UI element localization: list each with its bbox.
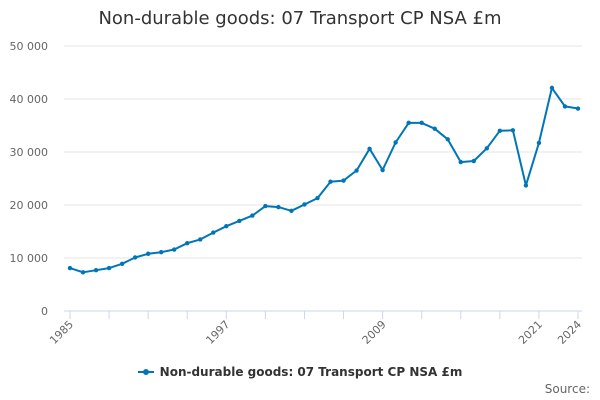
grid-lines [64, 45, 582, 259]
data-point[interactable] [119, 261, 125, 267]
x-tick-label: 2024 [555, 318, 584, 347]
data-point[interactable] [536, 140, 542, 146]
data-point[interactable] [276, 204, 281, 210]
data-point[interactable] [198, 237, 203, 242]
data-point[interactable] [315, 195, 320, 201]
data-point[interactable] [471, 158, 476, 164]
chart-title: Non-durable goods: 07 Transport CP NSA £… [98, 8, 502, 29]
series-line [69, 86, 579, 274]
legend-line-marker-icon [137, 367, 154, 377]
data-point[interactable] [67, 265, 73, 271]
data-point[interactable] [432, 126, 437, 131]
legend[interactable]: Non-durable goods: 07 Transport CP NSA £… [0, 365, 600, 380]
y-tick-label: 50 000 [10, 40, 49, 53]
x-tick-label: 2021 [516, 318, 545, 347]
data-point[interactable] [419, 120, 424, 126]
data-point[interactable] [158, 249, 164, 255]
data-point[interactable] [458, 159, 463, 165]
y-tick-label: 40 000 [10, 93, 49, 106]
data-point[interactable] [80, 270, 86, 275]
data-point[interactable] [484, 146, 490, 151]
data-point[interactable] [328, 179, 333, 184]
data-point[interactable] [263, 203, 268, 209]
data-point[interactable] [367, 146, 372, 152]
data-point[interactable] [497, 128, 503, 133]
data-point[interactable] [93, 267, 99, 273]
data-point[interactable] [250, 213, 255, 218]
data-point[interactable] [211, 230, 216, 235]
data-point[interactable] [523, 183, 529, 188]
legend-label: Non-durable goods: 07 Transport CP NSA £… [159, 365, 463, 379]
data-point[interactable] [224, 224, 229, 229]
x-axis: 1985 1997 2009 2021 2024 [47, 310, 584, 347]
data-point[interactable] [185, 240, 190, 246]
y-axis: 0 10 000 20 000 30 000 40 000 50 000 [10, 40, 49, 318]
data-point[interactable] [354, 168, 359, 173]
data-point[interactable] [341, 178, 346, 183]
y-tick-label: 30 000 [10, 146, 49, 159]
data-point[interactable] [302, 202, 307, 207]
data-point[interactable] [510, 128, 516, 133]
y-tick-label: 0 [41, 305, 48, 318]
source-credit[interactable]: Source: [544, 382, 590, 396]
data-point[interactable] [237, 218, 242, 224]
data-point[interactable] [575, 106, 581, 111]
data-point[interactable] [172, 247, 177, 252]
data-point[interactable] [380, 167, 385, 173]
data-point[interactable] [549, 85, 555, 91]
data-point[interactable] [106, 265, 112, 271]
data-point[interactable] [132, 255, 138, 260]
series-group [67, 85, 581, 275]
x-tick-label: 1985 [47, 318, 76, 347]
data-point[interactable] [562, 104, 568, 109]
data-point[interactable] [406, 120, 411, 126]
x-tick-label: 1997 [203, 318, 232, 347]
data-point[interactable] [289, 208, 294, 214]
data-point[interactable] [145, 251, 151, 256]
y-tick-label: 10 000 [10, 252, 49, 265]
data-point[interactable] [393, 140, 398, 145]
y-tick-label: 20 000 [10, 199, 49, 212]
x-tick-label: 2009 [360, 318, 389, 347]
data-point[interactable] [445, 137, 450, 142]
